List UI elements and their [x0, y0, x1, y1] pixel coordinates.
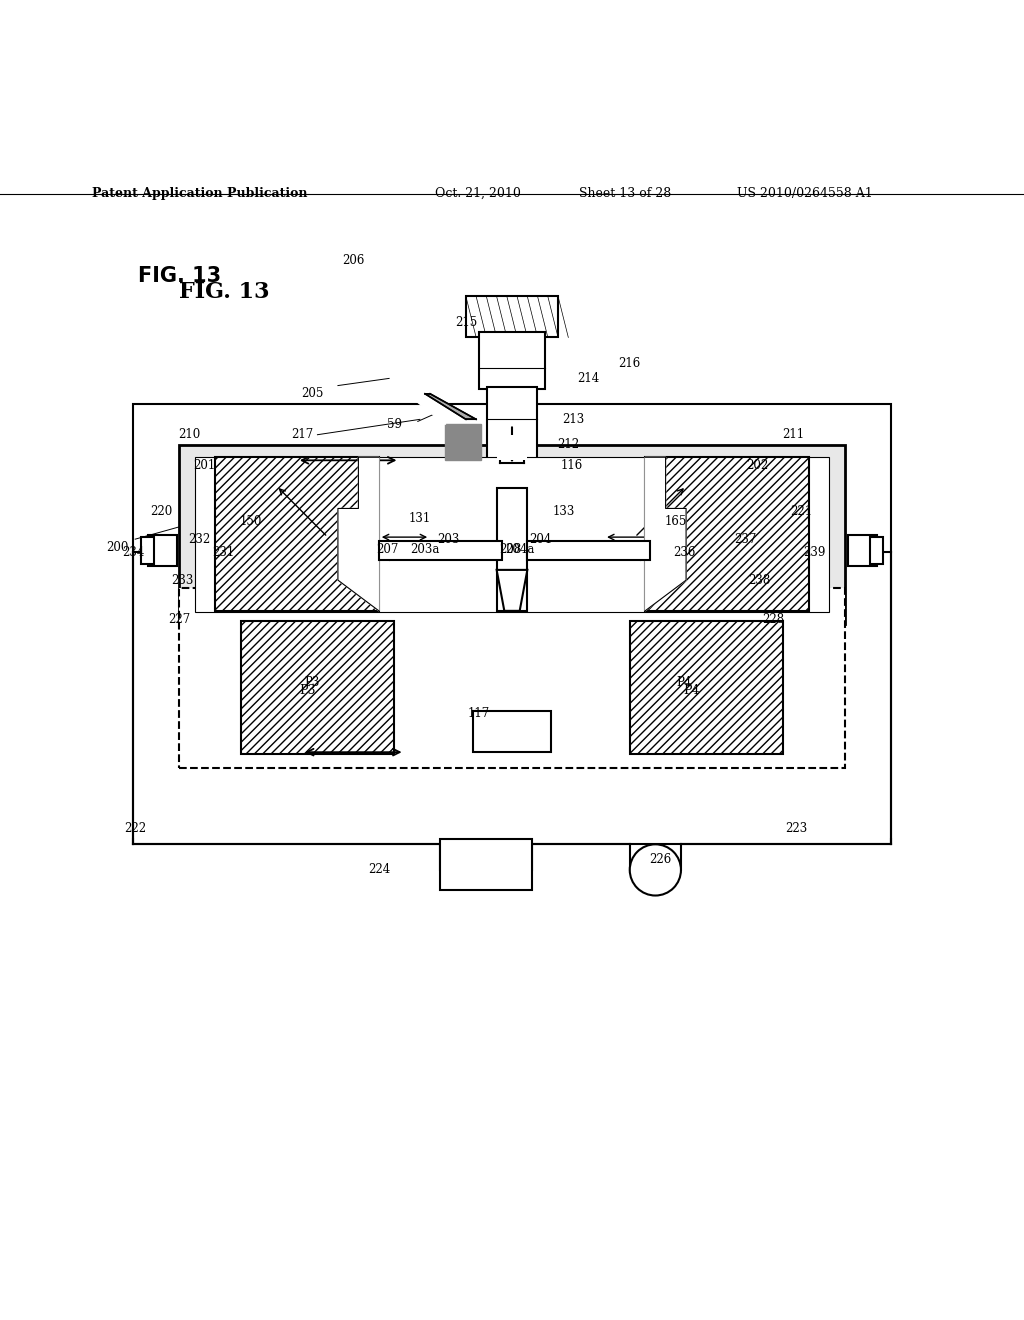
Text: 208: 208 — [499, 543, 521, 556]
Text: FIG. 13: FIG. 13 — [179, 281, 269, 304]
Bar — [179, 589, 845, 767]
Bar — [848, 535, 877, 566]
Text: 239: 239 — [803, 546, 825, 558]
Text: 150: 150 — [240, 515, 262, 528]
Text: 232: 232 — [188, 533, 211, 545]
Text: 59: 59 — [387, 418, 401, 430]
Text: 214: 214 — [578, 372, 600, 385]
Text: 204a: 204a — [506, 543, 535, 556]
Text: 200: 200 — [106, 541, 129, 554]
Polygon shape — [497, 570, 527, 611]
Bar — [133, 404, 891, 845]
Text: 221: 221 — [790, 506, 812, 517]
Text: 233: 233 — [171, 574, 194, 586]
Bar — [241, 622, 394, 754]
Bar — [141, 537, 154, 564]
Bar — [487, 387, 537, 461]
Text: 206: 206 — [342, 255, 365, 267]
Text: 222: 222 — [124, 822, 146, 836]
Text: 234: 234 — [122, 546, 144, 558]
Text: 216: 216 — [618, 356, 641, 370]
Text: 215: 215 — [455, 315, 477, 329]
Bar — [215, 457, 379, 611]
Bar — [440, 840, 532, 891]
Text: 224: 224 — [368, 863, 390, 876]
Bar — [195, 457, 829, 612]
Text: P4: P4 — [676, 676, 692, 689]
Bar — [466, 297, 558, 338]
Text: P3: P3 — [299, 684, 315, 697]
Text: P4: P4 — [683, 684, 699, 697]
Text: 117: 117 — [468, 706, 490, 719]
Text: 217: 217 — [291, 428, 313, 441]
Text: 210: 210 — [178, 428, 201, 441]
Polygon shape — [425, 393, 476, 420]
Text: P3: P3 — [304, 676, 321, 689]
Polygon shape — [645, 457, 686, 611]
Circle shape — [630, 845, 681, 895]
Bar — [379, 541, 502, 560]
Polygon shape — [445, 425, 481, 461]
Polygon shape — [338, 457, 379, 611]
Text: Oct. 21, 2010: Oct. 21, 2010 — [435, 187, 521, 199]
Text: 238: 238 — [749, 574, 771, 586]
Text: 228: 228 — [762, 612, 784, 626]
Text: 227: 227 — [168, 612, 190, 626]
Text: 211: 211 — [782, 428, 805, 441]
Text: 212: 212 — [557, 438, 580, 451]
Text: 131: 131 — [409, 512, 431, 525]
Text: 226: 226 — [649, 853, 672, 866]
Text: 207: 207 — [376, 543, 398, 556]
Bar — [645, 457, 809, 611]
Polygon shape — [410, 396, 445, 425]
Text: 213: 213 — [562, 413, 585, 426]
Bar — [497, 488, 527, 611]
Bar — [148, 535, 177, 566]
Text: 203: 203 — [437, 533, 460, 545]
Text: 202: 202 — [746, 459, 769, 473]
Bar — [630, 622, 783, 754]
Text: 236: 236 — [673, 546, 695, 558]
Bar — [870, 537, 883, 564]
Text: 116: 116 — [560, 459, 583, 473]
Text: 201: 201 — [194, 459, 216, 473]
Text: US 2010/0264558 A1: US 2010/0264558 A1 — [737, 187, 873, 199]
Text: 231: 231 — [212, 546, 234, 558]
Text: 203a: 203a — [411, 543, 439, 556]
Text: 133: 133 — [553, 506, 575, 517]
Bar — [497, 445, 527, 461]
Text: 204: 204 — [529, 533, 552, 545]
Bar — [479, 333, 545, 388]
Text: Patent Application Publication: Patent Application Publication — [92, 187, 307, 199]
Text: 223: 223 — [785, 822, 808, 836]
Bar — [497, 434, 527, 450]
Text: 237: 237 — [734, 533, 757, 545]
Text: 165: 165 — [665, 515, 687, 528]
Text: Sheet 13 of 28: Sheet 13 of 28 — [579, 187, 671, 199]
Bar — [527, 541, 650, 560]
Bar — [473, 711, 551, 752]
Text: FIG. 13: FIG. 13 — [137, 267, 221, 286]
Bar — [179, 445, 845, 624]
Text: 220: 220 — [151, 506, 173, 517]
Text: 205: 205 — [301, 387, 324, 400]
